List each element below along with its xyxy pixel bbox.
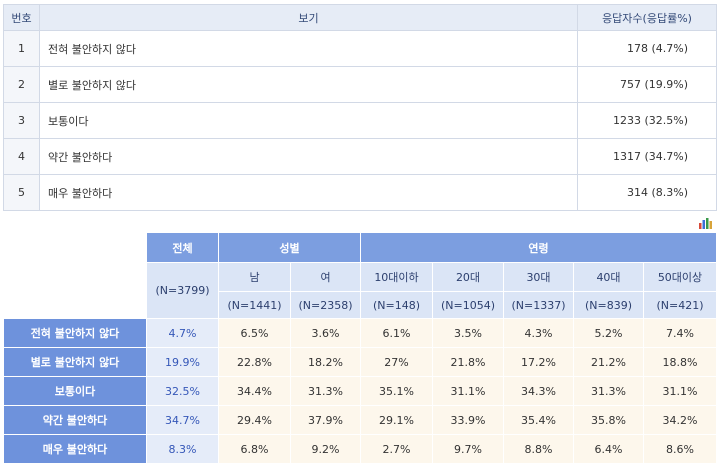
value-cell: 31.3% xyxy=(573,376,644,406)
cross-tab-table: 전체 성별 연령 (N=3799) 남 여 10대이하 20대 30대 40대 … xyxy=(3,232,717,464)
value-cell: 31.3% xyxy=(290,376,361,406)
value-cell: 31.1% xyxy=(432,376,504,406)
row-num: 3 xyxy=(3,102,40,139)
value-cell: 2.7% xyxy=(360,434,433,464)
row-label: 별로 불안하지 않다 xyxy=(3,347,147,377)
subgroup-n: (N=1054) xyxy=(432,291,504,319)
value-cell: 7.4% xyxy=(643,318,717,348)
value-cell: 29.4% xyxy=(218,405,291,435)
value-cell: 3.6% xyxy=(290,318,361,348)
total-cell: 4.7% xyxy=(146,318,219,348)
value-cell: 17.2% xyxy=(503,347,574,377)
row-num: 1 xyxy=(3,30,40,67)
table-row: 3 보통이다 1233 (32.5%) xyxy=(3,102,717,139)
value-cell: 9.7% xyxy=(432,434,504,464)
row-option: 전혀 불안하지 않다 xyxy=(39,30,578,67)
value-cell: 6.8% xyxy=(218,434,291,464)
row-option: 보통이다 xyxy=(39,102,578,139)
value-cell: 31.1% xyxy=(643,376,717,406)
subgroup-n: (N=148) xyxy=(360,291,433,319)
header-age: 연령 xyxy=(360,232,717,263)
value-cell: 34.2% xyxy=(643,405,717,435)
response-table: 번호 보기 응답자수(응답률%) 1 전혀 불안하지 않다 178 (4.7%)… xyxy=(3,4,717,211)
total-n: (N=3799) xyxy=(146,262,219,319)
header-option: 보기 xyxy=(39,4,578,31)
subgroup-n: (N=1441) xyxy=(218,291,291,319)
bar-chart-icon[interactable] xyxy=(698,217,712,229)
subgroup-label: 10대이하 xyxy=(360,262,433,292)
header-gender: 성별 xyxy=(218,232,361,263)
row-count: 1233 (32.5%) xyxy=(577,102,717,139)
header-total: 전체 xyxy=(146,232,219,263)
total-cell: 32.5% xyxy=(146,376,219,406)
row-option: 별로 불안하지 않다 xyxy=(39,66,578,103)
row-count: 314 (8.3%) xyxy=(577,174,717,211)
value-cell: 8.8% xyxy=(503,434,574,464)
value-cell: 33.9% xyxy=(432,405,504,435)
row-num: 4 xyxy=(3,138,40,175)
value-cell: 4.3% xyxy=(503,318,574,348)
table-row: 별로 불안하지 않다 19.9% 22.8% 18.2% 27% 21.8% 1… xyxy=(3,347,717,377)
value-cell: 29.1% xyxy=(360,405,433,435)
row-label: 보통이다 xyxy=(3,376,147,406)
subgroup-n: (N=839) xyxy=(573,291,644,319)
total-cell: 19.9% xyxy=(146,347,219,377)
header-count: 응답자수(응답률%) xyxy=(577,4,717,31)
table-row: 전혀 불안하지 않다 4.7% 6.5% 3.6% 6.1% 3.5% 4.3%… xyxy=(3,318,717,348)
subgroup-label: 50대이상 xyxy=(643,262,717,292)
header-num: 번호 xyxy=(3,4,40,31)
table-row: 4 약간 불안하다 1317 (34.7%) xyxy=(3,138,717,175)
value-cell: 35.4% xyxy=(503,405,574,435)
table-row: 2 별로 불안하지 않다 757 (19.9%) xyxy=(3,66,717,103)
value-cell: 9.2% xyxy=(290,434,361,464)
value-cell: 22.8% xyxy=(218,347,291,377)
subgroup-label: 남 xyxy=(218,262,291,292)
subgroup-label: 여 xyxy=(290,262,361,292)
subgroup-n: (N=1337) xyxy=(503,291,574,319)
subgroup-label: 40대 xyxy=(573,262,644,292)
row-option: 매우 불안하다 xyxy=(39,174,578,211)
subgroup-n: (N=2358) xyxy=(290,291,361,319)
table-row: 매우 불안하다 8.3% 6.8% 9.2% 2.7% 9.7% 8.8% 6.… xyxy=(3,434,717,464)
row-label: 매우 불안하다 xyxy=(3,434,147,464)
value-cell: 35.1% xyxy=(360,376,433,406)
row-label: 전혀 불안하지 않다 xyxy=(3,318,147,348)
value-cell: 34.3% xyxy=(503,376,574,406)
total-cell: 8.3% xyxy=(146,434,219,464)
value-cell: 8.6% xyxy=(643,434,717,464)
table-row: 약간 불안하다 34.7% 29.4% 37.9% 29.1% 33.9% 35… xyxy=(3,405,717,435)
row-num: 2 xyxy=(3,66,40,103)
subgroup-label: 30대 xyxy=(503,262,574,292)
row-count: 1317 (34.7%) xyxy=(577,138,717,175)
value-cell: 6.4% xyxy=(573,434,644,464)
value-cell: 21.8% xyxy=(432,347,504,377)
row-count: 178 (4.7%) xyxy=(577,30,717,67)
row-option: 약간 불안하다 xyxy=(39,138,578,175)
value-cell: 18.8% xyxy=(643,347,717,377)
row-num: 5 xyxy=(3,174,40,211)
value-cell: 21.2% xyxy=(573,347,644,377)
response-table-header: 번호 보기 응답자수(응답률%) xyxy=(3,4,717,31)
total-cell: 34.7% xyxy=(146,405,219,435)
value-cell: 34.4% xyxy=(218,376,291,406)
table-row: 1 전혀 불안하지 않다 178 (4.7%) xyxy=(3,30,717,67)
subgroup-n: (N=421) xyxy=(643,291,717,319)
value-cell: 6.1% xyxy=(360,318,433,348)
value-cell: 6.5% xyxy=(218,318,291,348)
value-cell: 37.9% xyxy=(290,405,361,435)
value-cell: 27% xyxy=(360,347,433,377)
subgroup-label: 20대 xyxy=(432,262,504,292)
row-count: 757 (19.9%) xyxy=(577,66,717,103)
table-row: 5 매우 불안하다 314 (8.3%) xyxy=(3,174,717,211)
corner-blank xyxy=(3,232,147,319)
value-cell: 5.2% xyxy=(573,318,644,348)
value-cell: 3.5% xyxy=(432,318,504,348)
table-row: 보통이다 32.5% 34.4% 31.3% 35.1% 31.1% 34.3%… xyxy=(3,376,717,406)
row-label: 약간 불안하다 xyxy=(3,405,147,435)
value-cell: 18.2% xyxy=(290,347,361,377)
value-cell: 35.8% xyxy=(573,405,644,435)
